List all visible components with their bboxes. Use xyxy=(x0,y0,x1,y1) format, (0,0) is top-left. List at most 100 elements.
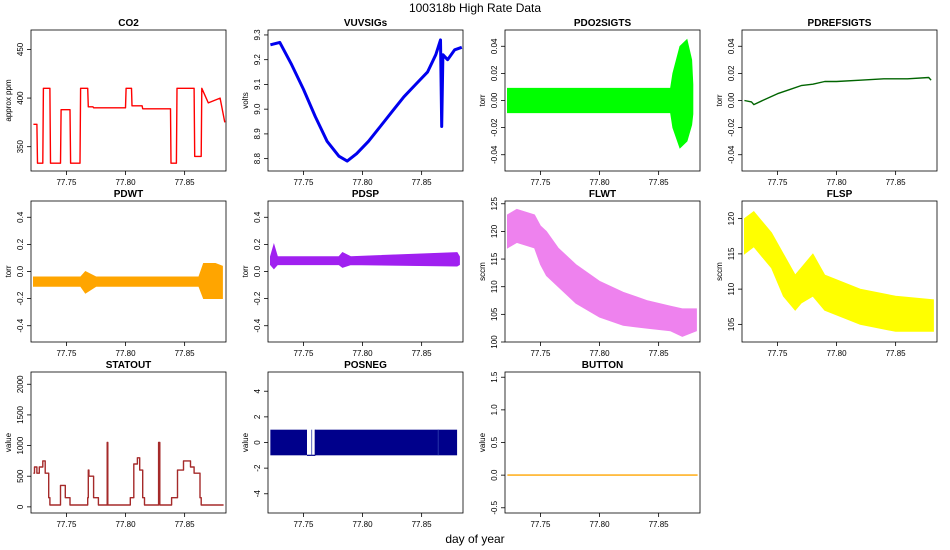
posneg-title: POSNEG xyxy=(344,360,387,371)
pdsp-ytick-label: 0.2 xyxy=(253,238,262,250)
posneg-block xyxy=(315,429,458,456)
flwt-ytick-label: 105 xyxy=(490,307,499,321)
panel-button: BUTTON 77.75 77.80 77.85 -0.5 0.0 0.5 1.0 1.5 val… xyxy=(478,360,701,529)
statout-ytick-label: 2000 xyxy=(16,375,25,393)
flwt-noise-band xyxy=(506,208,697,337)
pdrefsigts-ylabel: torr xyxy=(715,94,724,106)
pdo2sigts-xtick-label: 77.75 xyxy=(530,178,551,187)
panel-flsp: FLSP 77.75 77.80 77.85 105 110 115 120 sccm xyxy=(715,189,938,358)
posneg-ytick-label: 2 xyxy=(253,414,262,419)
vuvsigs-xtick-label: 77.75 xyxy=(293,178,314,187)
statout-data xyxy=(33,441,224,506)
pdrefsigts-ytick-label: 0.04 xyxy=(727,38,736,54)
pdwt-title: PDWT xyxy=(114,189,143,200)
pdwt-plot-frame xyxy=(30,200,227,343)
pdwt-xtick-label: 77.80 xyxy=(116,349,137,358)
co2-data xyxy=(33,87,226,164)
panel-vuvsigs: VUVSIGs 77.75 77.80 77.85 8.8 8.9 9.0 9.1 9.2 9.3… xyxy=(241,18,464,187)
posneg-block xyxy=(270,429,307,456)
statout-xtick-label: 77.80 xyxy=(116,520,137,529)
co2-xtick-label: 77.75 xyxy=(56,178,77,187)
button-xtick-label: 77.85 xyxy=(649,520,670,529)
pdrefsigts-xtick-label: 77.85 xyxy=(886,178,907,187)
flwt-ylabel: sccm xyxy=(478,262,487,281)
co2-plot-frame xyxy=(30,29,227,172)
pdwt-ylabel: torr xyxy=(4,265,13,277)
button-ylabel: value xyxy=(478,432,487,452)
flwt-xtick-label: 77.80 xyxy=(590,349,611,358)
panel-co2: CO2 77.75 77.80 77.85 350 400 450 approx ppm xyxy=(4,18,227,187)
pdsp-data xyxy=(269,242,460,270)
pdo2sigts-ylabel: torr xyxy=(478,94,487,106)
vuvsigs-plot-frame xyxy=(267,29,464,172)
pdwt-xtick-label: 77.75 xyxy=(56,349,77,358)
pdo2sigts-xtick-label: 77.80 xyxy=(590,178,611,187)
flwt-data xyxy=(506,208,697,337)
posneg-ytick-label: 0 xyxy=(253,440,262,445)
statout-ytick-label: 500 xyxy=(16,469,25,483)
flwt-title: FLWT xyxy=(589,189,616,200)
pdsp-xtick-label: 77.75 xyxy=(293,349,314,358)
statout-series-line xyxy=(33,441,224,506)
pdrefsigts-ytick-label: -0.02 xyxy=(727,118,736,137)
figure-title: 100318b High Rate Data xyxy=(409,1,541,15)
pdsp-ytick-label: -0.2 xyxy=(253,291,262,305)
flsp-ytick-label: 115 xyxy=(727,247,736,260)
figure-xlabel: day of year xyxy=(445,532,504,546)
pdo2sigts-noise-band xyxy=(506,38,694,149)
statout-plot-frame xyxy=(30,371,227,514)
pdsp-ytick-label: 0.0 xyxy=(253,265,262,277)
pdwt-xtick-label: 77.85 xyxy=(175,349,196,358)
posneg-ytick-label: 4 xyxy=(253,388,262,393)
pdrefsigts-ytick-label: 0.02 xyxy=(727,65,736,81)
pdrefsigts-title: PDREFSIGTS xyxy=(808,18,872,29)
pdwt-ytick-label: 0.2 xyxy=(16,238,25,250)
statout-ytick-label: 0 xyxy=(16,504,25,509)
statout-xtick-label: 77.75 xyxy=(56,520,77,529)
pdo2sigts-ytick-label: 0.04 xyxy=(490,38,499,54)
button-ytick-label: -0.5 xyxy=(490,500,499,514)
posneg-xtick-label: 77.75 xyxy=(293,520,314,529)
co2-ylabel: approx ppm xyxy=(4,79,13,122)
pdwt-ytick-label: 0.4 xyxy=(16,211,25,223)
flsp-title: FLSP xyxy=(827,189,853,200)
button-title: BUTTON xyxy=(582,360,623,371)
flsp-xtick-label: 77.75 xyxy=(767,349,788,358)
panel-pdwt: PDWT 77.75 77.80 77.85 -0.4 -0.2 0.0 0.2 0.4 torr xyxy=(4,189,227,358)
flsp-xtick-label: 77.85 xyxy=(886,349,907,358)
panel-posneg: POSNEG 77.75 77.80 77.85 -4 -2 0 2 4 value xyxy=(241,360,464,529)
vuvsigs-ytick-label: 9.1 xyxy=(253,78,262,90)
button-ytick-label: 1.0 xyxy=(490,404,499,416)
statout-ytick-label: 1500 xyxy=(16,405,25,423)
pdrefsigts-xtick-label: 77.80 xyxy=(827,178,848,187)
vuvsigs-ytick-label: 9.3 xyxy=(253,29,262,41)
button-ytick-label: 0.0 xyxy=(490,469,499,481)
flsp-noise-band xyxy=(744,211,934,332)
co2-ytick-label: 350 xyxy=(16,139,25,153)
flwt-ytick-label: 120 xyxy=(490,224,499,238)
pdo2sigts-ytick-label: -0.04 xyxy=(490,145,499,164)
panel-pdo2sigts: PDO2SIGTS 77.75 77.80 77.85 -0.04 -0.02 0.00 0.… xyxy=(478,18,701,187)
pdwt-ytick-label: -0.2 xyxy=(16,291,25,305)
pdwt-ytick-label: -0.4 xyxy=(16,318,25,332)
pdsp-noise-band xyxy=(269,242,460,270)
posneg-ytick-label: -2 xyxy=(253,464,262,472)
panel-pdrefsigts: PDREFSIGTS 77.75 77.80 77.85 -0.04 -0.02 0.00 0… xyxy=(715,18,938,187)
posneg-data xyxy=(270,429,458,456)
panel-pdsp: PDSP 77.75 77.80 77.85 -0.4 -0.2 0.0 0.2 0.4 torr xyxy=(241,189,464,358)
pdo2sigts-ytick-label: 0.00 xyxy=(490,92,499,108)
vuvsigs-ytick-label: 9.2 xyxy=(253,54,262,66)
flwt-xtick-label: 77.85 xyxy=(649,349,670,358)
pdwt-noise-band xyxy=(33,262,223,300)
pdwt-ytick-label: 0.0 xyxy=(16,265,25,277)
pdo2sigts-ytick-label: -0.02 xyxy=(490,118,499,137)
pdrefsigts-xtick-label: 77.75 xyxy=(767,178,788,187)
posneg-xtick-label: 77.85 xyxy=(412,520,433,529)
statout-ylabel: value xyxy=(4,432,13,452)
pdo2sigts-xtick-label: 77.85 xyxy=(649,178,670,187)
pdrefsigts-ytick-label: -0.04 xyxy=(727,145,736,164)
flsp-xtick-label: 77.80 xyxy=(827,349,848,358)
flwt-plot-frame xyxy=(504,200,701,343)
